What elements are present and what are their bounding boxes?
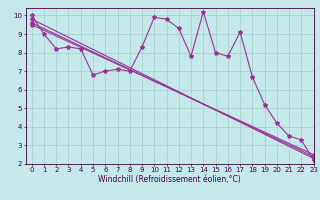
X-axis label: Windchill (Refroidissement éolien,°C): Windchill (Refroidissement éolien,°C): [98, 175, 241, 184]
